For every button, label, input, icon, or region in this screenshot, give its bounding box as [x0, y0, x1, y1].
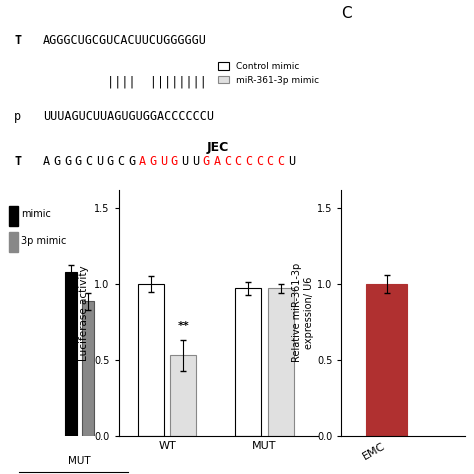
Text: U: U	[96, 155, 103, 168]
Bar	[138, 284, 164, 436]
Text: C: C	[341, 6, 352, 21]
Title: JEC: JEC	[207, 141, 229, 154]
Bar	[170, 356, 196, 436]
Y-axis label: Luciferase activity: Luciferase activity	[79, 265, 89, 361]
Text: UUUAGUCUUAGUGUGGACCCCCCU: UUUAGUCUUAGUGUGGACCCCCCU	[43, 110, 214, 123]
Bar	[268, 289, 293, 436]
Text: G: G	[74, 155, 82, 168]
Bar	[366, 284, 408, 436]
Text: A: A	[138, 155, 146, 168]
Text: G: G	[171, 155, 178, 168]
Text: C: C	[117, 155, 125, 168]
Bar	[235, 289, 261, 436]
Text: T: T	[14, 155, 21, 168]
Text: mimic: mimic	[21, 210, 51, 219]
Text: MUT: MUT	[68, 456, 91, 466]
Legend: Control mimic, miR-361-3p mimic: Control mimic, miR-361-3p mimic	[215, 59, 323, 88]
Text: C: C	[277, 155, 284, 168]
Text: C: C	[224, 155, 231, 168]
Text: C: C	[246, 155, 253, 168]
Text: G: G	[128, 155, 135, 168]
Text: AGGGCUGCGUCACUUCUGGGGGU: AGGGCUGCGUCACUUCUGGGGGU	[43, 34, 207, 47]
Text: A: A	[43, 155, 50, 168]
Text: G: G	[203, 155, 210, 168]
Text: G: G	[149, 155, 156, 168]
Y-axis label: Relative miR-361-3p
expression/ U6: Relative miR-361-3p expression/ U6	[292, 263, 314, 363]
Text: C: C	[267, 155, 274, 168]
Text: U: U	[182, 155, 189, 168]
Text: U: U	[160, 155, 167, 168]
Text: U: U	[192, 155, 199, 168]
Bar	[9, 232, 18, 252]
Text: **: **	[177, 321, 189, 331]
Bar	[9, 206, 18, 226]
Text: G: G	[107, 155, 114, 168]
Bar	[82, 301, 93, 436]
Text: A: A	[213, 155, 220, 168]
Text: 3p mimic: 3p mimic	[21, 236, 67, 246]
Text: G: G	[64, 155, 71, 168]
Bar	[65, 272, 77, 436]
Text: ||||  ||||||||: |||| ||||||||	[43, 76, 207, 89]
Text: p: p	[14, 110, 21, 123]
Text: C: C	[235, 155, 242, 168]
Text: T: T	[14, 34, 21, 47]
Text: C: C	[256, 155, 263, 168]
Text: G: G	[53, 155, 61, 168]
Text: U: U	[288, 155, 295, 168]
Text: C: C	[85, 155, 92, 168]
